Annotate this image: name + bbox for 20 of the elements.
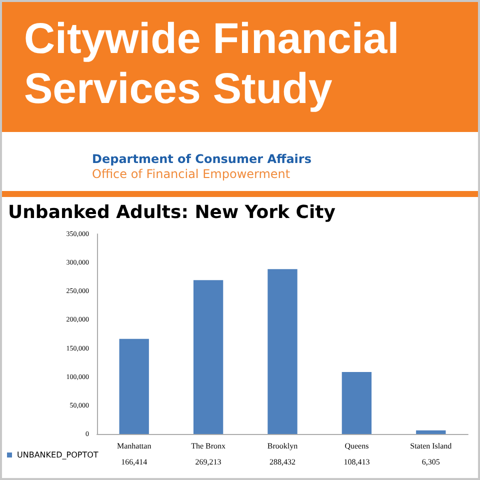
x-tick-label: Brooklyn [267,442,298,450]
text: Department of Consumer Affairs [92,152,312,167]
chart-subtitle: Unbanked Adults: New York City [8,202,336,223]
bar [268,269,298,434]
data-label: 269,213 [195,458,222,466]
x-tick-label: Staten Island [410,442,452,450]
legend-label: UNBANKED_POPTOT [17,450,98,460]
data-label: 288,432 [270,458,296,466]
data-label: 6,305 [422,458,440,466]
data-label: 108,413 [344,458,370,466]
bar [416,430,446,434]
x-tick-label: The Bronx [191,442,226,450]
bar [342,372,372,434]
chart-title: Citywide Financial Services Study [24,14,400,114]
data-label: 166,414 [121,458,148,466]
bar [119,338,149,434]
x-tick-label: Manhattan [116,442,152,450]
bar [193,280,224,434]
x-tick-label: Queens [344,442,369,450]
text: Office of Financial Empowerment [92,167,292,182]
